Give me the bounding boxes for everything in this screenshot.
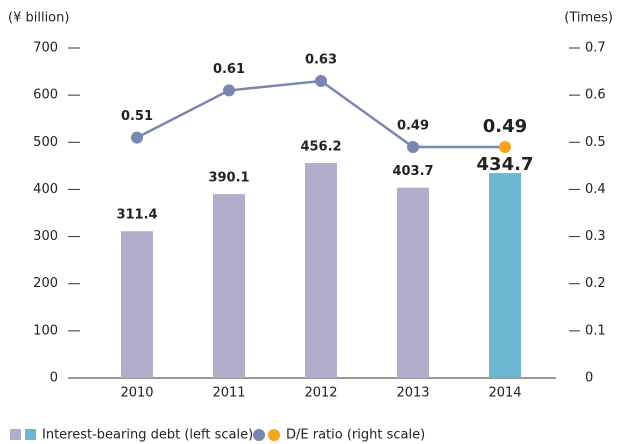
y2-tick-label: 0.2 <box>585 276 606 291</box>
y-tick-label: 0 <box>50 371 58 386</box>
y2-tick-label: 0.4 <box>585 182 606 197</box>
x-tick-label: 2011 <box>212 386 245 401</box>
y2-tick-label: 0.3 <box>585 229 606 244</box>
y-tick-label: 600 <box>33 88 58 103</box>
data-label: 456.2 <box>300 139 341 154</box>
bar <box>489 173 521 378</box>
y-tick-label: 500 <box>33 135 58 150</box>
x-tick-label: 2010 <box>120 386 153 401</box>
bar <box>305 162 337 378</box>
bar <box>397 187 429 378</box>
y-tick-label: 300 <box>33 229 58 244</box>
point <box>223 84 235 97</box>
bar <box>213 194 245 378</box>
y-tick-label: 200 <box>33 276 58 291</box>
point <box>407 141 419 153</box>
y-tick-label: 100 <box>33 323 58 338</box>
data-label: 311.4 <box>116 208 157 223</box>
x-tick-label: 2013 <box>396 386 429 401</box>
y-tick-label: 700 <box>33 41 58 56</box>
data-label: 390.1 <box>208 171 249 186</box>
y2-tick-label: 0.6 <box>585 88 606 103</box>
legend-label: Interest-bearing debt (left scale) <box>42 428 253 443</box>
data-label: 0.49 <box>397 119 429 134</box>
y2-tick-label: 0 <box>585 371 593 386</box>
legend-swatch <box>25 429 36 440</box>
data-label: 403.7 <box>392 164 433 179</box>
y2-axis-label: (Times) <box>564 11 613 26</box>
y-tick-label: 400 <box>33 182 58 197</box>
x-tick-label: 2014 <box>488 386 521 401</box>
x-tick-label: 2012 <box>304 386 337 401</box>
data-label: 0.51 <box>121 109 153 124</box>
y2-tick-label: 0.1 <box>585 323 606 338</box>
data-label: 0.61 <box>213 62 245 77</box>
legend-label: D/E ratio (right scale) <box>286 428 425 443</box>
y-axis-label: (¥ billion) <box>8 11 69 26</box>
point <box>499 141 511 153</box>
legend-swatch <box>268 429 280 441</box>
data-label: 434.7 <box>477 154 534 175</box>
data-label: 0.49 <box>483 116 527 137</box>
point <box>315 75 327 87</box>
point <box>131 131 143 144</box>
line <box>136 79 505 149</box>
legend-swatch <box>10 429 21 440</box>
data-label: 0.63 <box>305 53 337 68</box>
legend-swatch <box>253 429 265 441</box>
y2-tick-label: 0.5 <box>585 135 606 150</box>
y2-tick-label: 0.7 <box>585 41 606 56</box>
bar <box>121 231 153 378</box>
